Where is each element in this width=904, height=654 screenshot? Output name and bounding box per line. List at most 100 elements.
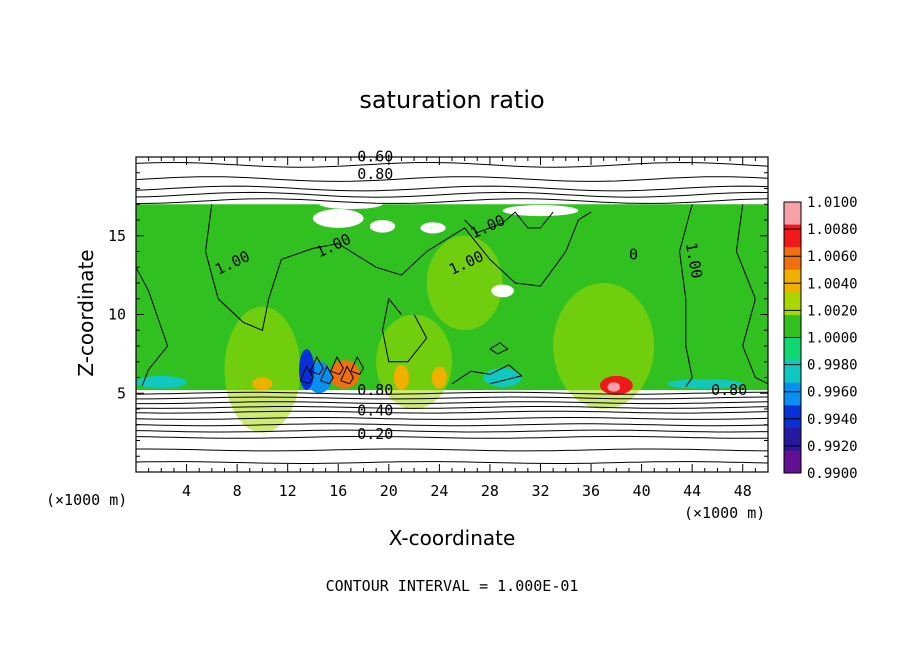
contour-1-00 — [735, 204, 769, 385]
colorbar-label: 1.0040 — [807, 276, 858, 292]
subsaturation-patch — [299, 349, 315, 391]
updraft-plume — [553, 283, 655, 409]
turbulent-contour — [489, 342, 509, 355]
contour-label: 0.20 — [357, 425, 393, 443]
colorbar-label: 1.0100 — [807, 195, 858, 211]
y-tick-label: 10 — [108, 306, 126, 324]
turbulent-contour — [340, 365, 354, 385]
y-tick-label: 5 — [117, 384, 126, 402]
contour-label: 0.80 — [711, 381, 747, 399]
supersaturation-spot — [431, 366, 447, 389]
x-unit-label-left: (×1000 m) — [46, 491, 128, 509]
lower-contour — [135, 417, 769, 420]
colorbar-swatch — [784, 314, 801, 338]
colorbar-label: 1.0000 — [807, 331, 858, 347]
colorbar-label: 0.9960 — [807, 385, 858, 401]
x-tick-label: 48 — [734, 482, 752, 500]
lower-contour — [135, 461, 769, 464]
colorbar-swatch — [784, 247, 801, 271]
dry-pocket — [312, 208, 364, 228]
colorbar-swatch — [784, 292, 801, 316]
colorbar-swatch — [784, 360, 801, 383]
upper-contour — [135, 185, 769, 192]
chart-title: saturation ratio — [359, 86, 545, 114]
x-axis-ticks: 4 8 12 16 20 24 28 32 36 40 44 48 — [135, 157, 769, 500]
x-tick-label: 12 — [279, 482, 297, 500]
colorbar-label: 0.9900 — [807, 466, 858, 482]
lower-contour — [135, 410, 769, 414]
lower-contour — [136, 401, 769, 405]
dry-pocket — [369, 220, 396, 233]
colorbar-swatch — [784, 382, 801, 406]
turbulent-contour — [320, 365, 334, 385]
y-tick-label: 15 — [108, 227, 126, 245]
colorbar-swatch — [784, 224, 801, 248]
contour-lines — [135, 161, 769, 464]
x-unit-label-right: (×1000 m) — [684, 504, 766, 522]
lower-contour — [135, 391, 768, 395]
dry-pocket — [491, 284, 514, 298]
contour-1-00 — [135, 267, 169, 386]
x-tick-label: 24 — [430, 482, 448, 500]
x-tick-label: 28 — [481, 482, 499, 500]
x-tick-label: 20 — [380, 482, 398, 500]
subsaturation-patch — [136, 375, 187, 389]
lower-contour — [136, 396, 769, 400]
supersaturation-spot — [393, 364, 410, 391]
contour-label: 0.80 — [357, 165, 393, 183]
turbulent-contour — [299, 365, 314, 385]
dry-pocket — [420, 222, 446, 234]
turbulent-contour — [350, 355, 365, 376]
colorbar-label: 0.9920 — [807, 439, 858, 455]
x-axis-title: X-coordinate — [388, 526, 516, 550]
contour-interval-note: CONTOUR INTERVAL = 1.000E-01 — [325, 577, 579, 595]
contour-1-00 — [204, 204, 592, 331]
colorbar-label: 1.0060 — [807, 249, 858, 265]
upper-contour — [135, 176, 769, 182]
updraft-plume — [426, 235, 503, 331]
colorbar-swatch — [784, 405, 801, 429]
contour-label: 0.80 — [357, 381, 393, 399]
contour-label: 1.00 — [682, 241, 706, 280]
contour-label: 0.40 — [357, 401, 393, 419]
upper-contour — [135, 161, 769, 168]
colorbar-label: 1.0080 — [807, 222, 858, 238]
lower-contour — [135, 423, 769, 427]
colorbar-swatch — [784, 269, 801, 293]
colorbar-label: 0.9940 — [807, 412, 858, 428]
lower-contour — [135, 435, 769, 439]
contour-1-00 — [464, 211, 554, 234]
supersaturation-spot — [252, 377, 273, 391]
contour-1-00 — [381, 297, 428, 363]
updraft-plume — [376, 314, 452, 409]
contour-1-00 — [678, 204, 693, 388]
contour-label: 0 — [629, 245, 638, 263]
lower-contour — [135, 429, 769, 433]
lower-contour — [136, 448, 769, 452]
lower-contour — [135, 406, 769, 409]
colorbar-swatch — [784, 427, 801, 451]
x-tick-label: 44 — [683, 482, 701, 500]
upper-contour — [135, 198, 769, 204]
saturation-field — [136, 199, 768, 433]
turbulent-contour — [309, 355, 324, 376]
supersaturation-spot — [607, 382, 621, 392]
colorbar-swatch — [784, 450, 801, 474]
x-tick-label: 16 — [329, 482, 347, 500]
turbulent-contour — [330, 355, 344, 376]
colorbar-label: 0.9980 — [807, 358, 858, 374]
updraft-plume — [224, 306, 301, 433]
colorbar-swatch — [784, 337, 801, 361]
x-tick-label: 32 — [531, 482, 549, 500]
colorbar-label: 1.0020 — [807, 303, 858, 319]
colorbar: 1.0100 1.0080 1.0060 1.0040 1.0020 1.0000 0.99… — [783, 195, 858, 482]
y-axis-ticks: 5 10 15 — [108, 156, 768, 473]
x-tick-label: 40 — [633, 482, 651, 500]
turbulent-contour — [451, 364, 523, 385]
upper-contour — [135, 191, 769, 198]
x-tick-label: 8 — [233, 482, 242, 500]
colorbar-swatch — [784, 202, 801, 225]
x-tick-label: 4 — [182, 482, 191, 500]
x-tick-label: 36 — [582, 482, 600, 500]
